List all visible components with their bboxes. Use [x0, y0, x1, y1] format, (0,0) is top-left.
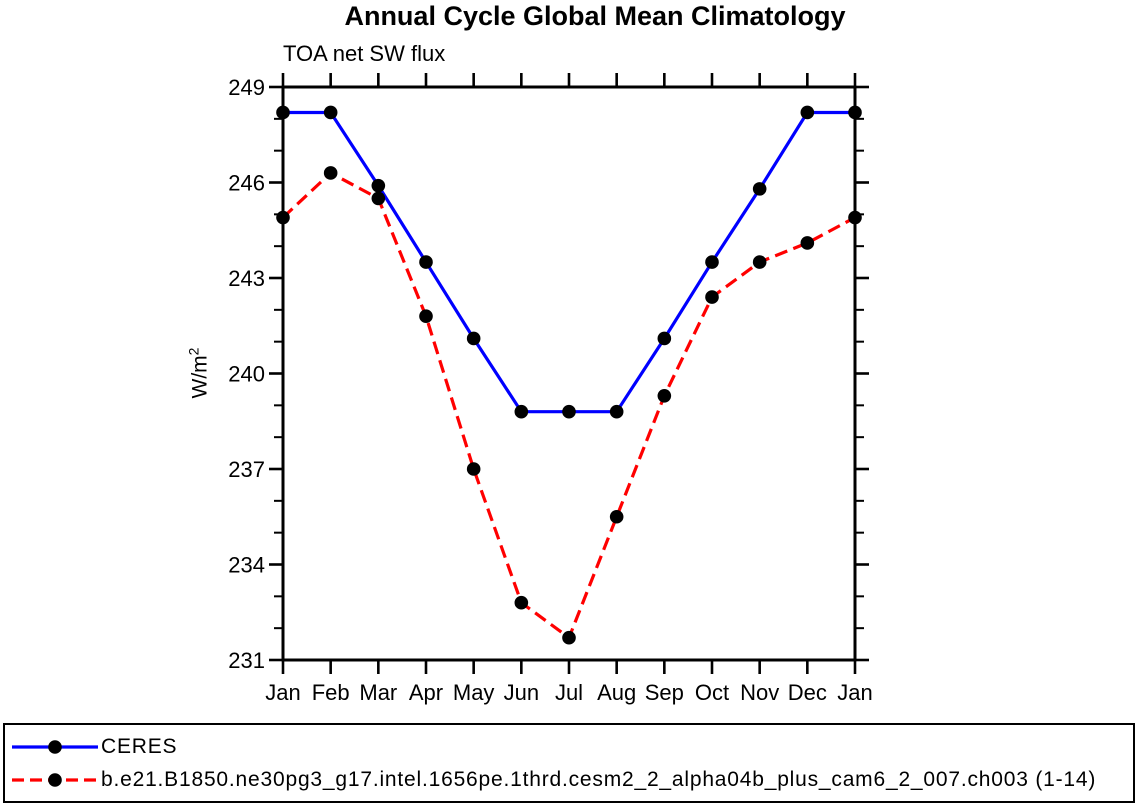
data-point-marker-s1 — [657, 388, 672, 403]
x-tick-label: Jan — [837, 680, 872, 705]
legend-item-model: b.e21.B1850.ne30pg3_g17.intel.1656pe.1th… — [9, 767, 1096, 793]
legend-box: CERES b.e21.B1850.ne30pg3_g17.intel.1656… — [3, 723, 1135, 803]
data-point-marker-s0 — [276, 105, 290, 120]
legend-swatch-marker — [48, 740, 62, 754]
data-point-marker-s0 — [562, 404, 576, 419]
y-tick-label: 237 — [228, 457, 265, 482]
data-point-marker-s1 — [323, 166, 338, 180]
data-point-marker-s1 — [705, 290, 719, 304]
y-tick-label: 246 — [228, 171, 265, 196]
data-point-marker-s1 — [371, 191, 386, 206]
plot-frame — [281, 85, 857, 662]
data-point-marker-s1 — [419, 309, 433, 324]
y-tick-label: 234 — [228, 553, 265, 578]
x-tick-label: Jun — [504, 680, 539, 705]
x-tick-label: May — [453, 680, 495, 705]
x-tick-label: Jan — [265, 680, 300, 705]
data-point-marker-s0 — [609, 404, 624, 419]
x-tick-label: Apr — [409, 680, 443, 705]
data-point-marker-s0 — [514, 404, 529, 419]
x-tick-label: Aug — [597, 680, 636, 705]
data-point-marker-s1 — [276, 210, 290, 225]
data-point-marker-s0 — [752, 182, 767, 196]
x-tick-label: Oct — [695, 680, 729, 705]
series-line-0 — [283, 110, 855, 414]
plot-area: Jan Feb Mar Apr May Jun Jul Aug Sep Oct Nov Dec Jan2… — [228, 73, 873, 705]
data-point-marker-s0 — [323, 105, 338, 120]
y-tick-label: 240 — [228, 362, 265, 387]
x-tick-label: Mar — [359, 680, 397, 705]
chart-title: Annual Cycle Global Mean Climatology — [344, 1, 846, 31]
data-point-marker-s1 — [466, 462, 481, 476]
data-point-marker-s1 — [800, 236, 815, 250]
x-tick-label: Dec — [788, 680, 827, 705]
data-point-marker-s1 — [609, 509, 624, 524]
y-tick-label: 243 — [228, 266, 265, 291]
data-point-marker-s1 — [752, 255, 767, 269]
legend-ceres-line-swatch — [12, 740, 98, 754]
chart-subtitle: TOA net SW flux — [283, 41, 446, 66]
y-tick-label: 249 — [228, 75, 265, 100]
y-tick-label: 231 — [228, 648, 265, 673]
legend-model-label: b.e21.B1850.ne30pg3_g17.intel.1656pe.1th… — [101, 768, 1097, 791]
x-tick-label: Sep — [645, 680, 684, 705]
legend-ceres-label: CERES — [101, 735, 178, 758]
data-point-marker-s0 — [705, 255, 719, 269]
data-point-marker-s0 — [419, 255, 433, 269]
legend-item-ceres: CERES — [9, 734, 177, 760]
x-tick-label: Jul — [555, 680, 583, 705]
data-point-marker-s0 — [371, 178, 386, 193]
data-point-marker-s0 — [800, 105, 815, 120]
data-point-marker-s0 — [848, 105, 862, 120]
data-point-marker-s1 — [848, 210, 862, 225]
x-tick-label: Nov — [740, 680, 779, 705]
legend-swatch-marker — [48, 773, 62, 787]
data-point-marker-s1 — [562, 630, 576, 645]
x-tick-label: Feb — [312, 680, 350, 705]
legend-model-line-swatch — [12, 773, 98, 787]
data-point-marker-s1 — [514, 595, 529, 610]
data-point-marker-s0 — [466, 331, 481, 346]
data-point-marker-s0 — [657, 331, 672, 346]
